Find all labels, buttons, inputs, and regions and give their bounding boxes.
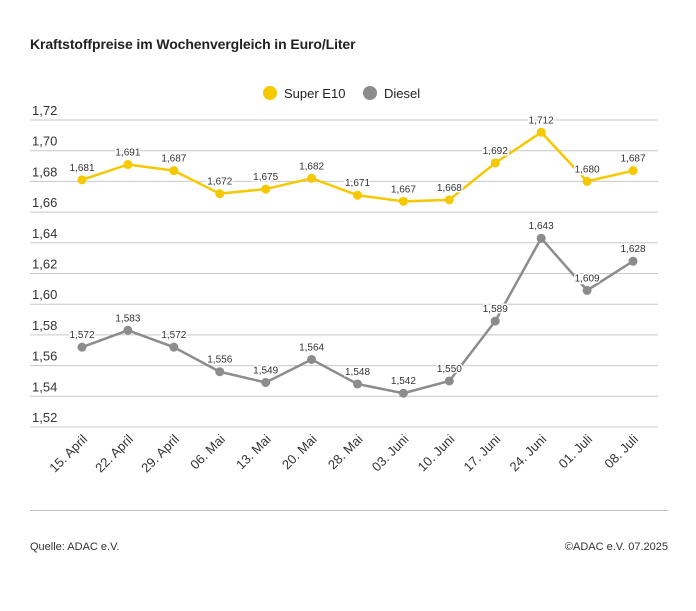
data-point: [490, 158, 500, 168]
data-label: 1,550: [437, 364, 462, 375]
x-tick-label: 03. Juni: [369, 431, 412, 474]
data-label: 1,668: [437, 183, 462, 194]
y-tick-label: 1,56: [32, 349, 57, 364]
data-label: 1,549: [253, 365, 278, 376]
data-point: [628, 256, 638, 266]
data-point: [261, 377, 271, 387]
data-label: 1,609: [575, 273, 600, 284]
data-label: 1,687: [620, 154, 645, 165]
data-point: [582, 176, 592, 186]
y-tick-label: 1,72: [32, 103, 57, 118]
data-label: 1,671: [345, 178, 370, 189]
data-label: 1,564: [299, 342, 324, 353]
data-point: [398, 196, 408, 206]
x-tick-label: 13. Mai: [233, 431, 274, 472]
legend-label: Diesel: [384, 86, 420, 101]
data-label: 1,712: [529, 115, 554, 126]
data-point: [536, 233, 546, 243]
grid: [30, 119, 658, 428]
legend: Super E10 Diesel: [263, 86, 420, 101]
data-point: [444, 376, 454, 386]
x-tick-label: 24. Juni: [506, 431, 549, 474]
data-point: [444, 195, 454, 205]
data-point: [353, 379, 362, 389]
x-tick-label: 06. Mai: [187, 431, 228, 472]
data-point: [628, 166, 638, 176]
x-tick-label: 15. April: [46, 431, 90, 475]
data-point: [490, 316, 500, 326]
y-axis: 1,52 1,54 1,56 1,58 1,60 1,62 1,64 1,66 1,68 1,70…: [32, 103, 57, 425]
legend-item: Diesel: [363, 86, 420, 101]
data-point: [123, 160, 133, 170]
y-tick-label: 1,68: [32, 164, 57, 179]
chart-title: Kraftstoffpreise im Wochenvergleich in E…: [30, 36, 356, 52]
data-label: 1,692: [483, 146, 508, 157]
series-super-e10: 1,681 1,691 1,687 1,672 1,675 1,682 1,671 1,667…: [68, 114, 647, 206]
data-point: [536, 127, 546, 137]
x-tick-label: 22. April: [92, 431, 136, 475]
y-tick-label: 1,58: [32, 318, 57, 333]
data-point: [169, 342, 179, 352]
legend-marker: [263, 86, 277, 100]
data-label: 1,628: [620, 244, 645, 255]
x-tick-label: 10. Juni: [415, 431, 458, 474]
data-point: [215, 367, 225, 377]
data-label: 1,680: [575, 164, 600, 175]
data-label: 1,681: [69, 163, 94, 174]
data-label: 1,643: [529, 221, 554, 232]
copyright-note: ©ADAC e.V. 07.2025: [564, 541, 668, 553]
y-tick-label: 1,62: [32, 257, 57, 272]
data-point: [398, 388, 408, 398]
x-axis: 15. April 22. April 29. April 06. Mai 13. Ma…: [46, 431, 641, 475]
data-label: 1,589: [483, 304, 508, 315]
data-label: 1,572: [69, 330, 94, 341]
x-tick-label: 20. Mai: [279, 431, 320, 472]
legend-item: Super E10: [263, 86, 345, 101]
data-label: 1,687: [161, 154, 186, 165]
data-label: 1,675: [253, 172, 278, 183]
x-tick-label: 08. Juli: [601, 431, 641, 471]
data-label: 1,682: [299, 161, 324, 172]
data-label: 1,667: [391, 184, 416, 195]
data-label: 1,572: [161, 330, 186, 341]
data-label: 1,548: [345, 367, 370, 378]
data-point: [353, 190, 362, 200]
y-tick-label: 1,52: [32, 410, 57, 425]
data-point: [123, 325, 133, 335]
x-tick-label: 01. Juli: [555, 431, 595, 471]
x-tick-label: 29. April: [138, 431, 182, 475]
series-layer: 1,681 1,691 1,687 1,672 1,675 1,682 1,671 1,667…: [68, 114, 647, 398]
y-tick-label: 1,66: [32, 195, 57, 210]
data-point: [307, 173, 317, 183]
data-point: [77, 175, 87, 185]
legend-marker: [363, 86, 377, 100]
data-point: [169, 166, 179, 176]
line-chart: Super E10 Diesel 1,52 1,54 1,56 1,58 1,60 1,62…: [30, 86, 658, 475]
data-label: 1,691: [115, 148, 140, 159]
data-point: [215, 189, 225, 199]
y-tick-label: 1,64: [32, 226, 57, 241]
data-point: [307, 354, 317, 364]
x-tick-label: 28. Mai: [325, 431, 366, 472]
data-label: 1,672: [207, 177, 232, 188]
y-tick-label: 1,70: [32, 134, 57, 149]
data-point: [77, 342, 87, 352]
y-tick-label: 1,60: [32, 287, 57, 302]
y-tick-label: 1,54: [32, 379, 57, 394]
data-label: 1,556: [207, 355, 232, 366]
data-label: 1,583: [115, 313, 140, 324]
series-diesel: 1,572 1,583 1,572 1,556 1,549 1,564 1,548 1,542…: [68, 220, 647, 398]
source-note: Quelle: ADAC e.V.: [30, 541, 120, 553]
legend-label: Super E10: [284, 86, 345, 101]
footer-divider: [30, 510, 668, 511]
data-label: 1,542: [391, 376, 416, 387]
data-point: [582, 285, 592, 295]
x-tick-label: 17. Juni: [461, 431, 504, 474]
data-point: [261, 184, 271, 194]
